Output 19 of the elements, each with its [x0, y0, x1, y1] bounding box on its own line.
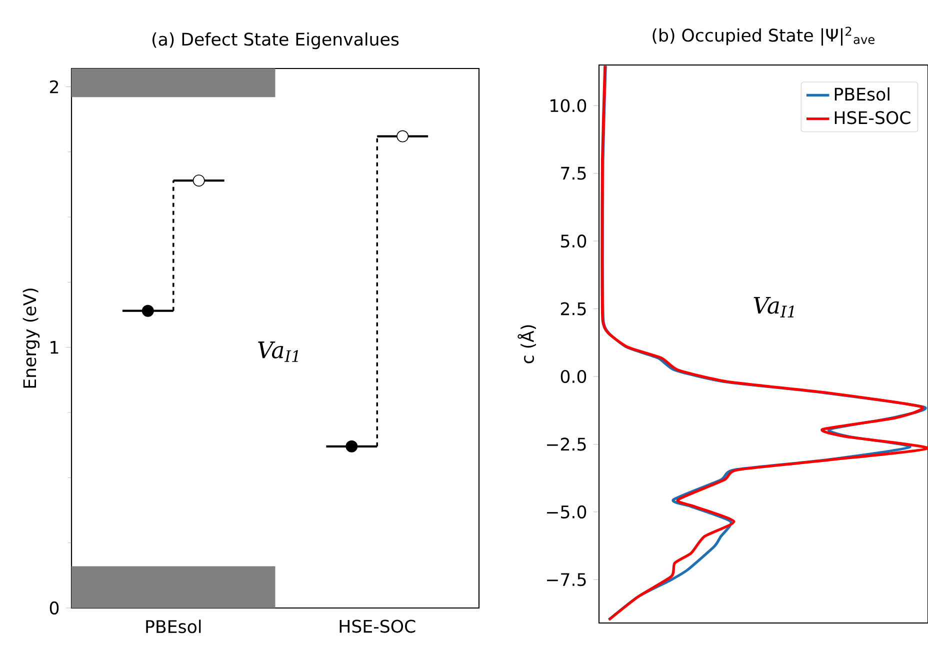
y-tick-label: 2.5 — [560, 302, 586, 316]
y-tick-label: −7.5 — [547, 573, 586, 586]
y-tick-label: 5.0 — [561, 234, 586, 248]
legend-label: HSE-SOC — [834, 111, 910, 124]
y-tick-label: 0.0 — [560, 370, 586, 384]
y-tick-label: 7.5 — [561, 166, 586, 180]
annotation: Va$_{I1}$ — [754, 296, 794, 318]
annotation: Va$_{I1}$ — [258, 342, 298, 362]
y-tick-label: −5.0 — [547, 505, 586, 518]
chart-title: (a) Defect State Eigenvalues — [152, 32, 399, 50]
y-tick-label: 10.0 — [550, 99, 586, 112]
y-tick-label: 0 — [50, 601, 59, 615]
legend-label: PBEsol — [834, 87, 890, 101]
y-axis-title: c (Å) — [518, 325, 536, 364]
chart-title: (b) Occupied State |Ψ|$^{2}$ave — [652, 26, 874, 46]
y-tick-label: −2.5 — [547, 438, 586, 451]
y-tick-label: 1 — [50, 341, 58, 354]
y-axis-title: Energy (eV) — [22, 288, 40, 388]
y-tick-label: 2 — [50, 80, 58, 94]
